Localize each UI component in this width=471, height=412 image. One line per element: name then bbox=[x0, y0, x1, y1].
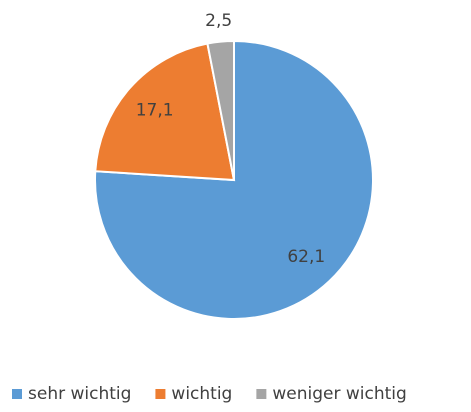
pie-slice bbox=[94, 42, 236, 182]
data-label: 2,5 bbox=[205, 11, 232, 31]
data-label: 62,1 bbox=[287, 247, 325, 267]
legend-swatch bbox=[12, 389, 22, 399]
legend-label: wichtig bbox=[171, 384, 232, 404]
legend-swatch bbox=[256, 389, 267, 399]
data-label: 17,1 bbox=[136, 100, 174, 120]
legend-swatch bbox=[155, 389, 166, 399]
legend-label: weniger wichtig bbox=[272, 384, 406, 404]
legend-label: sehr wichtig bbox=[28, 384, 131, 404]
pie-slice bbox=[94, 39, 374, 320]
pie-slice bbox=[206, 39, 235, 181]
